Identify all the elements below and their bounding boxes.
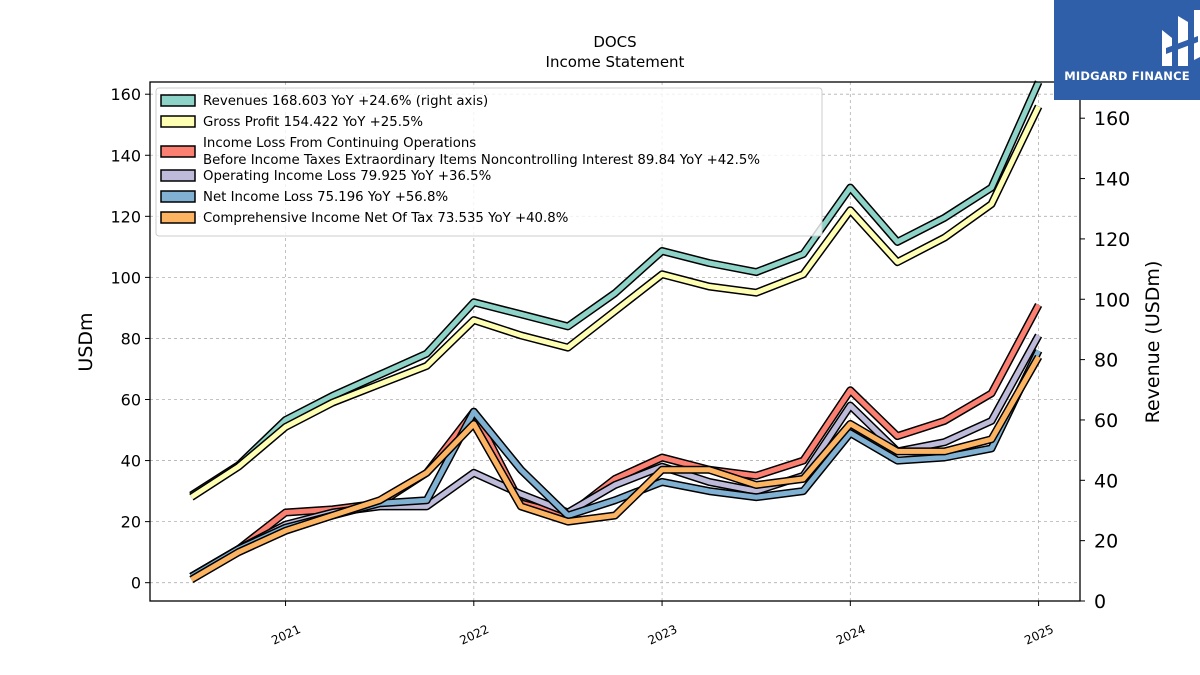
legend-label: Revenues 168.603 YoY +24.6% (right axis) bbox=[203, 94, 488, 109]
y-tick-label: 40 bbox=[121, 452, 141, 471]
chart-title: DOCS bbox=[593, 33, 636, 51]
legend-swatch bbox=[160, 115, 196, 128]
logo-mark-icon bbox=[1162, 10, 1200, 66]
x-tick-label: 2023 bbox=[646, 622, 680, 648]
legend-swatch bbox=[160, 169, 196, 182]
x-tick-label: 2024 bbox=[834, 622, 868, 648]
x-tick-label: 2021 bbox=[269, 622, 303, 648]
series-lines bbox=[189, 80, 1043, 584]
series-0 bbox=[189, 80, 1043, 499]
brand-logo: MIDGARD FINANCE bbox=[1054, 0, 1200, 100]
series-line-outline bbox=[189, 354, 1043, 584]
series-line bbox=[190, 105, 1041, 500]
legend-label: Income Loss From Continuing Operations bbox=[203, 136, 476, 151]
legend-label: Comprehensive Income Net Of Tax 73.535 Y… bbox=[203, 211, 568, 226]
plot-frame bbox=[149, 81, 1081, 602]
logo-text: MIDGARD FINANCE bbox=[1064, 69, 1190, 83]
y-tick-label: 120 bbox=[110, 207, 141, 226]
legend-swatch bbox=[160, 211, 196, 224]
y-tick-label: 80 bbox=[121, 329, 141, 348]
series-line bbox=[190, 303, 1041, 579]
legend-box bbox=[155, 87, 823, 237]
legend-label: Gross Profit 154.422 YoY +25.5% bbox=[203, 115, 423, 130]
y2-tick-label: 60 bbox=[1094, 410, 1118, 432]
x-tick-label: 2022 bbox=[457, 622, 491, 648]
y2-tick-label: 0 bbox=[1094, 591, 1106, 613]
legend: Revenues 168.603 YoY +24.6% (right axis)… bbox=[155, 87, 823, 237]
y2-tick-label: 120 bbox=[1094, 229, 1130, 251]
y2-tick-label: 160 bbox=[1094, 108, 1130, 130]
x-tick-label: 2025 bbox=[1022, 622, 1056, 648]
series-line bbox=[190, 355, 1041, 582]
y2-axis-label: Revenue (USDm) bbox=[1142, 261, 1164, 424]
y2-tick-label: 40 bbox=[1094, 470, 1118, 492]
y-tick-label: 60 bbox=[121, 391, 141, 410]
y-tick-label: 160 bbox=[110, 85, 141, 104]
legend-label: Operating Income Loss 79.925 YoY +36.5% bbox=[203, 169, 491, 184]
y-tick-label: 0 bbox=[131, 574, 141, 593]
legend-swatch bbox=[160, 190, 196, 203]
y-axis-label: USDm bbox=[75, 312, 97, 371]
series-line-outline bbox=[189, 348, 1043, 581]
y-tick-label: 140 bbox=[110, 146, 141, 165]
series-5 bbox=[189, 354, 1043, 584]
series-2 bbox=[189, 303, 1043, 581]
legend-swatch bbox=[160, 94, 196, 107]
y2-tick-label: 140 bbox=[1094, 169, 1130, 191]
y2-tick-label: 100 bbox=[1094, 289, 1130, 311]
legend-label: Before Income Taxes Extraordinary Items … bbox=[203, 153, 760, 168]
legend-label: Net Income Loss 75.196 YoY +56.8% bbox=[203, 190, 448, 205]
chart-subtitle: Income Statement bbox=[546, 53, 685, 71]
y-tick-label: 20 bbox=[121, 513, 141, 532]
y2-tick-label: 80 bbox=[1094, 350, 1118, 372]
series-4 bbox=[189, 348, 1043, 581]
y-tick-label: 100 bbox=[110, 268, 141, 287]
y2-tick-label: 20 bbox=[1094, 531, 1118, 553]
series-line-outline bbox=[189, 303, 1043, 581]
series-1 bbox=[189, 104, 1043, 501]
series-line bbox=[190, 80, 1041, 498]
legend-swatch bbox=[160, 145, 196, 158]
